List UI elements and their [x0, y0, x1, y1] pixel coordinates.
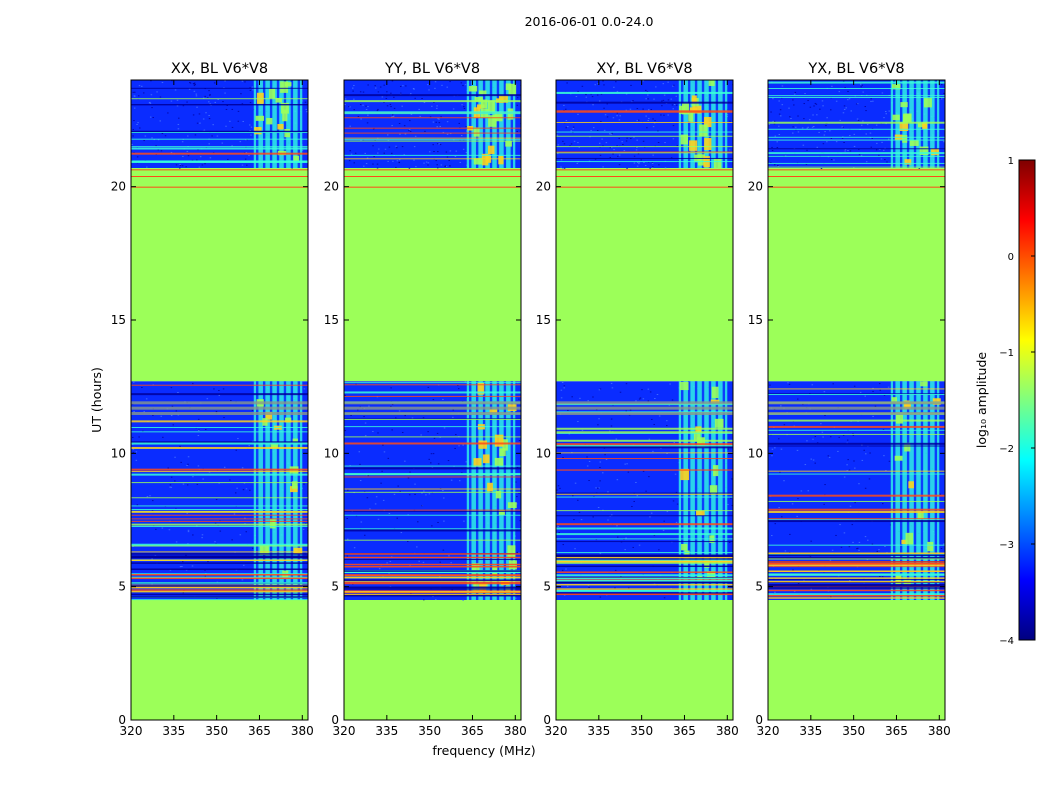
x-tick-label: 365 [673, 724, 696, 738]
colorbar-label: log₁₀ amplitude [974, 352, 989, 449]
x-tick-label: 335 [587, 724, 610, 738]
axes-frame [130, 79, 309, 721]
y-tick-label: 20 [748, 180, 763, 194]
x-tick-label: 335 [162, 724, 185, 738]
y-tick-label: 20 [536, 180, 551, 194]
y-tick-label: 0 [755, 713, 763, 727]
heatmap-image [556, 80, 733, 720]
y-tick-label: 15 [324, 313, 339, 327]
colorbar-scale [1018, 159, 1036, 641]
y-tick-label: 10 [324, 446, 339, 460]
x-tick-label: 350 [205, 724, 228, 738]
x-tick-label: 320 [333, 724, 356, 738]
y-tick-label: 20 [324, 180, 339, 194]
y-tick-label: 20 [111, 180, 126, 194]
x-tick-label: 365 [248, 724, 271, 738]
heatmap-image [131, 80, 308, 720]
x-tick-label: 320 [757, 724, 780, 738]
colorbar-tick-label: −1 [999, 348, 1014, 359]
y-axis-label: UT (hours) [89, 367, 104, 433]
y-tick-label: 0 [118, 713, 126, 727]
y-tick-label: 0 [543, 713, 551, 727]
y-tick-label: 15 [111, 313, 126, 327]
colorbar-tick-label: −4 [999, 636, 1014, 647]
flagged-region [768, 600, 945, 720]
colorbar-tick-label: −2 [999, 444, 1014, 455]
panel-title: YX, BL V6*V8 [807, 61, 904, 77]
panel-1: XX, BL V6*V8 320 335 350 365 380 0 5 10 15 20 [111, 61, 314, 738]
x-tick-label: 365 [461, 724, 484, 738]
x-tick-label: 320 [120, 724, 143, 738]
x-tick-label: 380 [928, 724, 951, 738]
y-tick-label: 5 [118, 580, 126, 594]
y-tick-label: 0 [331, 713, 339, 727]
x-tick-label: 335 [799, 724, 822, 738]
flagged-region [556, 600, 733, 720]
flagged-region [768, 168, 945, 382]
flagged-region [344, 600, 521, 720]
x-tick-label: 335 [375, 724, 398, 738]
heatmap-image [344, 80, 521, 720]
y-tick-label: 10 [536, 446, 551, 460]
flagged-region [344, 168, 521, 382]
panel-title: XX, BL V6*V8 [171, 61, 268, 77]
colorbar-tick-label: −3 [999, 540, 1014, 551]
y-tick-label: 10 [111, 446, 126, 460]
colorbar: 1 0 −1 −2 −3 −4 [999, 156, 1036, 647]
panel-title: YY, BL V6*V8 [384, 61, 480, 77]
flagged-region [131, 168, 308, 382]
x-tick-label: 350 [418, 724, 441, 738]
y-tick-label: 15 [536, 313, 551, 327]
figure-suptitle: 2016-06-01 0.0-24.0 [525, 14, 654, 29]
flagged-region [556, 168, 733, 382]
y-tick-label: 15 [748, 313, 763, 327]
y-tick-label: 5 [543, 580, 551, 594]
heatmap-image [768, 80, 945, 720]
x-axis-label: frequency (MHz) [432, 743, 535, 758]
y-tick-label: 5 [755, 580, 763, 594]
panel-4: YX, BL V6*V8 320 335 350 365 380 0 5 10 15 20 [748, 61, 951, 738]
x-tick-label: 350 [842, 724, 865, 738]
x-tick-label: 350 [630, 724, 653, 738]
x-tick-label: 380 [291, 724, 314, 738]
x-tick-label: 380 [716, 724, 739, 738]
y-tick-label: 5 [331, 580, 339, 594]
panel-title: XY, BL V6*V8 [596, 61, 692, 77]
colorbar-tick-label: 1 [1008, 156, 1014, 167]
y-tick-label: 10 [748, 446, 763, 460]
panel-2: YY, BL V6*V8 320 335 350 365 380 0 5 10 15 20 [324, 61, 527, 738]
axes-frame [343, 79, 522, 721]
x-tick-label: 365 [885, 724, 908, 738]
axes-frame [555, 79, 734, 721]
x-tick-label: 380 [504, 724, 527, 738]
flagged-region [131, 600, 308, 720]
colorbar-tick-label: 0 [1008, 252, 1014, 263]
axes-frame [767, 79, 946, 721]
panel-3: XY, BL V6*V8 320 335 350 365 380 0 5 10 15 20 [536, 61, 739, 738]
x-tick-label: 320 [545, 724, 568, 738]
